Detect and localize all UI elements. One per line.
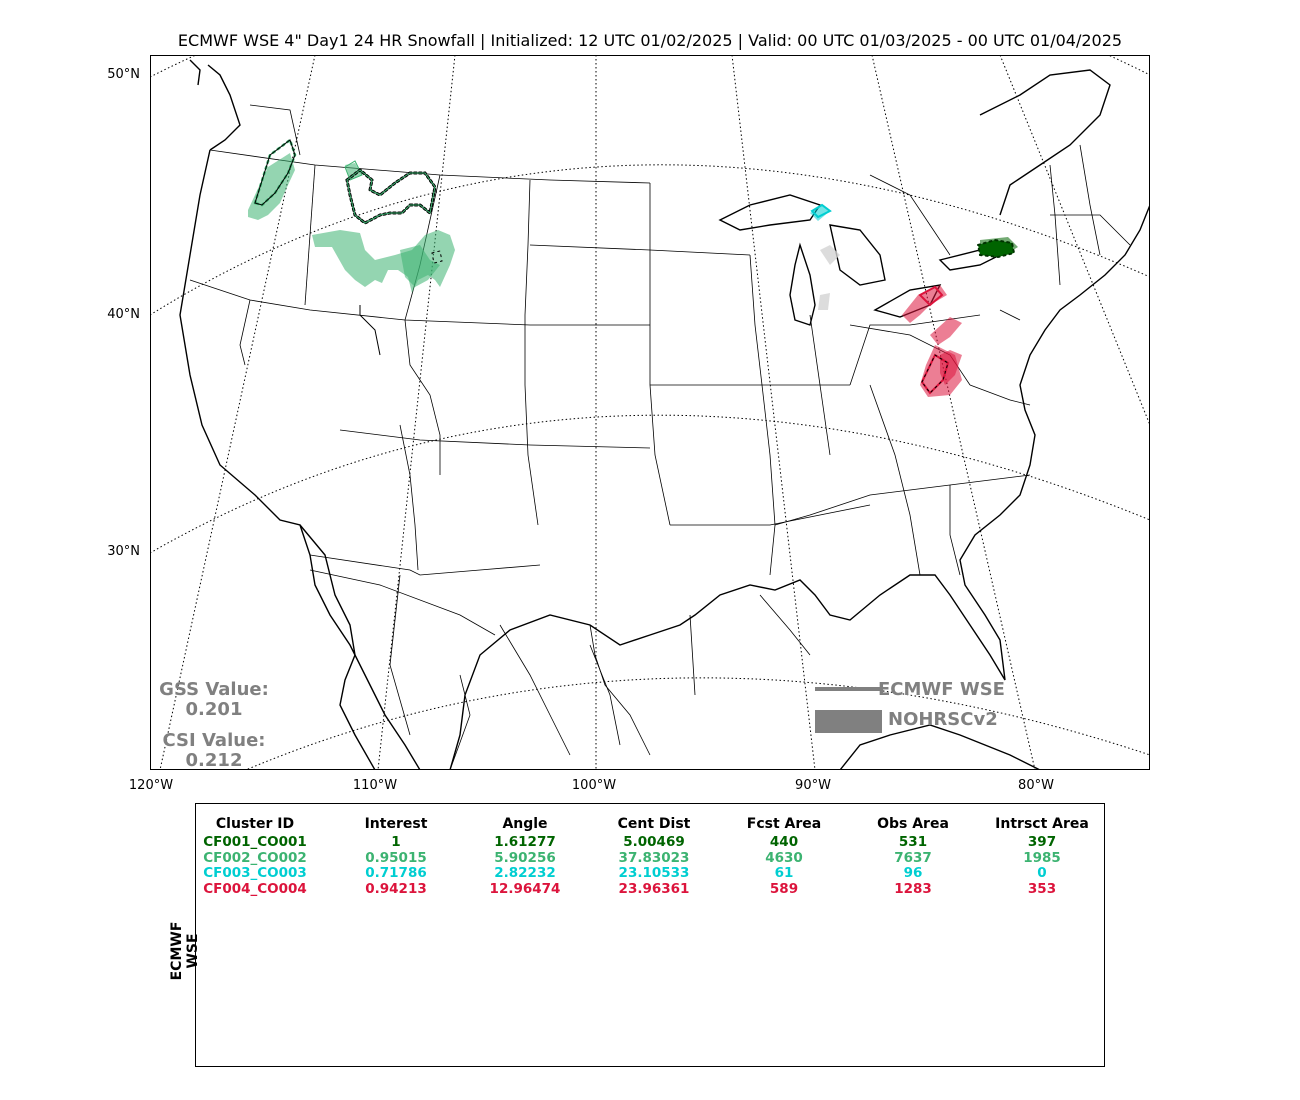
table-cell: 12.96474 xyxy=(489,880,561,897)
gss-value: 0.201 xyxy=(185,699,243,720)
col-fcst-area: Fcst Area 440 4630 61 589 xyxy=(734,816,834,897)
observed-snow-areas xyxy=(248,153,1018,397)
csi-label: CSI Value: xyxy=(162,730,266,751)
col-intrsct-area: Intrsct Area 397 1985 0 353 xyxy=(986,816,1098,897)
col-cent-dist: Cent Dist 5.00469 37.83023 23.10533 23.9… xyxy=(604,816,704,897)
table-cell: 531 xyxy=(898,834,928,850)
lon-label-100: 100°W xyxy=(571,778,617,793)
lon-label-110: 110°W xyxy=(352,778,398,793)
map-title: ECMWF WSE 4" Day1 24 HR Snowfall | Initi… xyxy=(177,31,1123,50)
header-fcst-area: Fcst Area xyxy=(746,816,822,832)
header-obs-area: Obs Area xyxy=(877,816,949,832)
table-cell: CF004_CO004 xyxy=(203,880,307,897)
legend-observed-swatch xyxy=(815,710,882,733)
col-obs-area: Obs Area 531 7637 96 1283 xyxy=(863,816,963,897)
table-cell: 0.71786 xyxy=(365,865,427,881)
table-cell: 4630 xyxy=(765,849,803,866)
table-cell: 2.82232 xyxy=(494,865,556,881)
header-interest: Interest xyxy=(364,816,428,832)
table-cell: 440 xyxy=(769,834,799,850)
table-cell: 0.94213 xyxy=(365,880,427,897)
table-cell: 7637 xyxy=(894,849,932,866)
legend-observed-label: NOHRSCv2 xyxy=(888,709,998,730)
csi-value: 0.212 xyxy=(185,750,243,771)
lon-label-80: 80°W xyxy=(1018,778,1054,793)
col-interest: Interest 1 0.95015 0.71786 0.94213 xyxy=(346,816,446,897)
cluster-table: Cluster ID CF001_CO001 CF002_CO002 CF003… xyxy=(195,803,1105,1067)
table-cell: 23.10533 xyxy=(618,865,690,881)
gss-label: GSS Value: xyxy=(159,679,269,700)
snowfall-map xyxy=(150,55,1150,770)
col-cluster-id: Cluster ID CF001_CO001 CF002_CO002 CF003… xyxy=(196,816,314,897)
table-cell: 0 xyxy=(1037,865,1047,881)
table-cell: 1.61277 xyxy=(494,834,556,850)
header-angle: Angle xyxy=(502,816,548,832)
header-cent-dist: Cent Dist xyxy=(617,816,691,832)
table-cell: 1283 xyxy=(894,880,932,897)
table-cell: 1 xyxy=(391,834,401,850)
header-intrsct-area: Intrsct Area xyxy=(995,816,1089,832)
lat-label-50: 50°N xyxy=(107,67,140,82)
latitude-lines xyxy=(150,55,1150,770)
coastline xyxy=(179,59,1150,770)
table-cell: CF003_CO003 xyxy=(203,865,307,881)
lat-label-30: 30°N xyxy=(107,544,140,559)
table-cell: 96 xyxy=(903,865,923,881)
map-svg xyxy=(150,55,1150,770)
lon-label-90: 90°W xyxy=(795,778,831,793)
table-cell: 23.96361 xyxy=(618,880,690,897)
table-cell: 353 xyxy=(1027,880,1057,897)
state-borders xyxy=(189,104,1131,770)
table-cell: 5.90256 xyxy=(494,849,556,866)
header-cluster-id: Cluster ID xyxy=(215,816,295,832)
table-cell: CF001_CO001 xyxy=(203,834,307,850)
table-cell: 5.00469 xyxy=(623,834,685,850)
table-cell: 589 xyxy=(769,880,799,897)
forecast-contours xyxy=(253,137,1016,395)
table-cell: 61 xyxy=(774,865,794,881)
lon-label-120: 120°W xyxy=(128,778,174,793)
table-cell: 0.95015 xyxy=(365,849,427,866)
table-cell: CF002_CO002 xyxy=(203,849,307,866)
lat-label-40: 40°N xyxy=(107,307,140,322)
legend-forecast-label: ECMWF WSE xyxy=(878,679,1005,700)
longitude-lines xyxy=(159,55,1150,770)
col-angle: Angle 1.61277 5.90256 2.82232 12.96474 xyxy=(475,816,575,897)
table-cell: 1985 xyxy=(1023,849,1061,866)
table-cell: 397 xyxy=(1027,834,1057,850)
table-cell: 37.83023 xyxy=(618,849,690,866)
